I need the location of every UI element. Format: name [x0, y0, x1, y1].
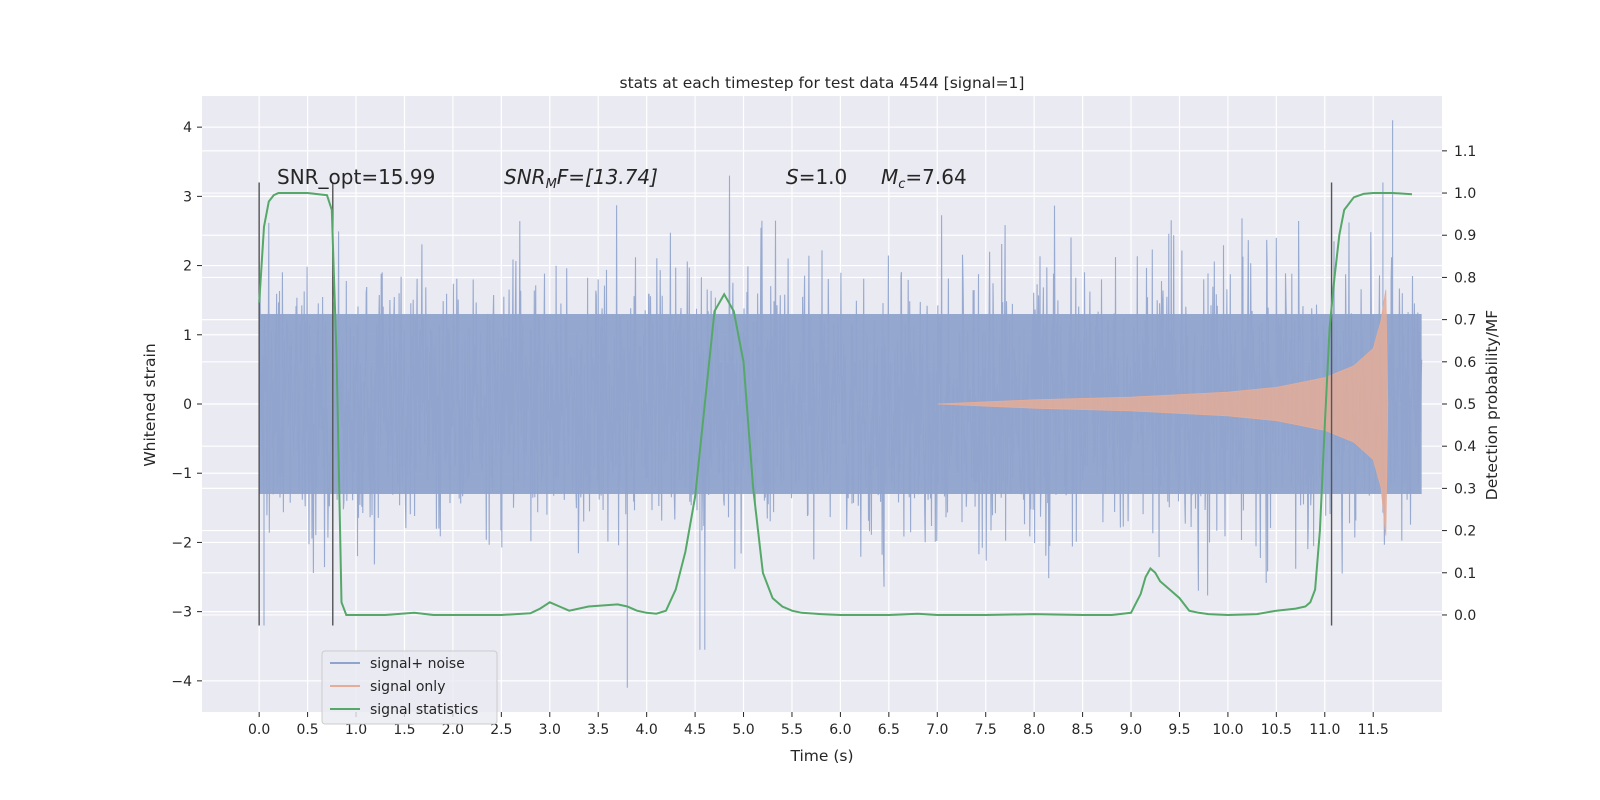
- y-tick-label: 1: [183, 328, 192, 344]
- y2-tick-label: 0.3: [1454, 481, 1476, 497]
- y2-tick-label: 0.9: [1454, 228, 1476, 244]
- x-tick-label: 7.0: [926, 722, 948, 738]
- y2-tick-label: 0.2: [1454, 524, 1476, 540]
- x-tick-label: 1.0: [345, 722, 367, 738]
- x-tick-label: 8.0: [1023, 722, 1045, 738]
- x-tick-label: 3.5: [587, 722, 609, 738]
- x-tick-label: 4.5: [684, 722, 706, 738]
- x-tick-label: 11.5: [1358, 722, 1389, 738]
- y-tick-label: −4: [171, 674, 192, 690]
- x-tick-label: 11.0: [1309, 722, 1340, 738]
- x-tick-label: 2.5: [490, 722, 512, 738]
- x-tick-label: 0.5: [296, 722, 318, 738]
- y2-tick-label: 0.8: [1454, 270, 1476, 286]
- y-tick-label: −1: [171, 466, 192, 482]
- x-axis-label: Time (s): [789, 747, 853, 765]
- y2-tick-label: 0.1: [1454, 566, 1476, 582]
- x-tick-label: 7.5: [975, 722, 997, 738]
- y-tick-label: 2: [183, 259, 192, 275]
- legend-label-signal-only: signal only: [370, 679, 445, 695]
- y-tick-label: 3: [183, 189, 192, 205]
- legend: signal+ noise signal only signal statist…: [321, 650, 498, 725]
- signal-only-envelope: [937, 289, 1389, 536]
- annotation-snr-opt: SNR_opt=15.99: [277, 165, 435, 189]
- y2-tick-label: 0.6: [1454, 355, 1476, 371]
- annotation-mc: Mc=7.64: [881, 165, 967, 192]
- y2-tick-label: 1.0: [1454, 186, 1476, 202]
- x-tick-label: 1.5: [393, 722, 415, 738]
- x-tick-label: 3.0: [539, 722, 561, 738]
- y2-axis-label: Detection probability/MF: [1483, 310, 1501, 501]
- x-tick-label: 6.0: [829, 722, 851, 738]
- x-tick-label: 5.0: [732, 722, 754, 738]
- signal-statistics-line: [258, 192, 1413, 617]
- legend-label-signal-statistics: signal statistics: [370, 702, 478, 718]
- y-axis-label: Whitened strain: [141, 343, 159, 466]
- annotation-s: S=1.0: [786, 165, 847, 189]
- x-tick-label: 9.0: [1120, 722, 1142, 738]
- annotation-snr-mf: SNRMF=[13.74]: [504, 165, 658, 192]
- y-tick-label: 4: [183, 120, 192, 136]
- y-tick-label: 0: [183, 397, 192, 413]
- y-tick-label: −2: [171, 535, 192, 551]
- y2-tick-label: 0.7: [1454, 313, 1476, 329]
- signal-only-series: [937, 289, 1389, 536]
- x-tick-label: 2.0: [442, 722, 464, 738]
- x-tick-label: 9.5: [1168, 722, 1190, 738]
- y2-tick-label: 0.5: [1454, 397, 1476, 413]
- x-tick-label: 8.5: [1071, 722, 1093, 738]
- x-tick-label: 4.0: [636, 722, 658, 738]
- ticks: 0.0 0.5 1.0 1.5 2.0 2.5 3.0 3.5 4.0 4.5 5.0 5.5 6.0 6…: [171, 120, 1476, 738]
- x-tick-label: 10.5: [1261, 722, 1292, 738]
- x-tick-label: 10.0: [1212, 722, 1243, 738]
- x-tick-label: 5.5: [781, 722, 803, 738]
- legend-box: [321, 650, 498, 725]
- x-tick-label: 6.5: [878, 722, 900, 738]
- chart-title: stats at each timestep for test data 454…: [620, 74, 1025, 92]
- y2-tick-label: 0.4: [1454, 439, 1476, 455]
- y2-tick-label: 0.0: [1454, 608, 1476, 624]
- y2-tick-label: 1.1: [1454, 144, 1476, 160]
- legend-label-signal-noise: signal+ noise: [370, 656, 465, 672]
- x-tick-label: 0.0: [248, 722, 270, 738]
- signal-statistics-series: [258, 192, 1413, 617]
- y-tick-label: −3: [171, 605, 192, 621]
